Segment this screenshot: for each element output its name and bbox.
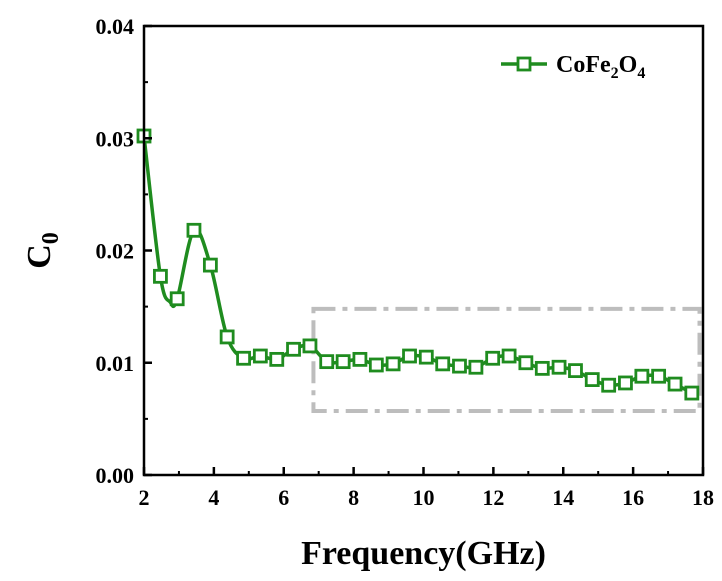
data-point-marker [202,257,218,273]
x-tick-label: 8 [348,485,359,510]
series-line [142,135,693,395]
x-tick-label: 2 [139,485,150,510]
legend-marker [516,56,532,72]
data-point-marker [385,356,401,372]
data-point-marker [634,368,650,384]
x-tick-label: 16 [622,485,644,510]
legend-label: CoFe2O4 [556,52,645,82]
data-point-marker [269,351,285,367]
data-point-marker [618,375,633,391]
data-point-marker [584,372,600,387]
data-point-marker [335,354,351,370]
data-point-marker [368,357,384,373]
x-axis-title: Frequency(GHz) [301,535,546,572]
plot-frame [142,24,705,477]
y-axis-title: C0 [21,232,64,269]
data-point-marker [684,385,700,401]
data-point-marker [651,368,667,384]
data-point-marker [667,376,683,392]
data-point-marker [452,358,467,374]
data-point-marker [236,350,251,366]
data-point-marker [485,350,501,366]
data-point-marker [153,268,168,284]
data-point-marker [352,351,368,367]
x-tick-label: 18 [692,485,714,510]
data-point-marker [568,363,583,379]
annotation-box [311,306,702,414]
data-point-marker [286,341,301,357]
data-point-marker [302,338,318,354]
data-point-marker [435,356,451,372]
y-tick-label: 0.00 [96,463,135,488]
data-point-marker [252,348,268,364]
data-point-marker [219,329,235,345]
data-point-marker [601,377,617,393]
data-point-marker [319,354,335,370]
data-point-marker [186,222,202,238]
data-point-marker [518,355,534,371]
data-point-marker [169,291,185,307]
data-point-marker [551,359,567,375]
y-tick-label: 0.02 [96,239,135,264]
data-point-marker [501,348,517,364]
x-tick-label: 12 [482,485,504,510]
data-point-marker [468,359,484,375]
x-tick-label: 6 [278,485,289,510]
x-tick-label: 14 [552,485,574,510]
data-point-marker [534,360,550,376]
data-point-marker [402,348,417,364]
x-tick-label: 4 [208,485,219,510]
y-tick-label: 0.04 [96,14,135,39]
x-tick-label: 10 [413,485,435,510]
y-tick-label: 0.03 [96,126,135,151]
data-point-marker [418,349,434,365]
y-tick-label: 0.01 [96,351,135,376]
